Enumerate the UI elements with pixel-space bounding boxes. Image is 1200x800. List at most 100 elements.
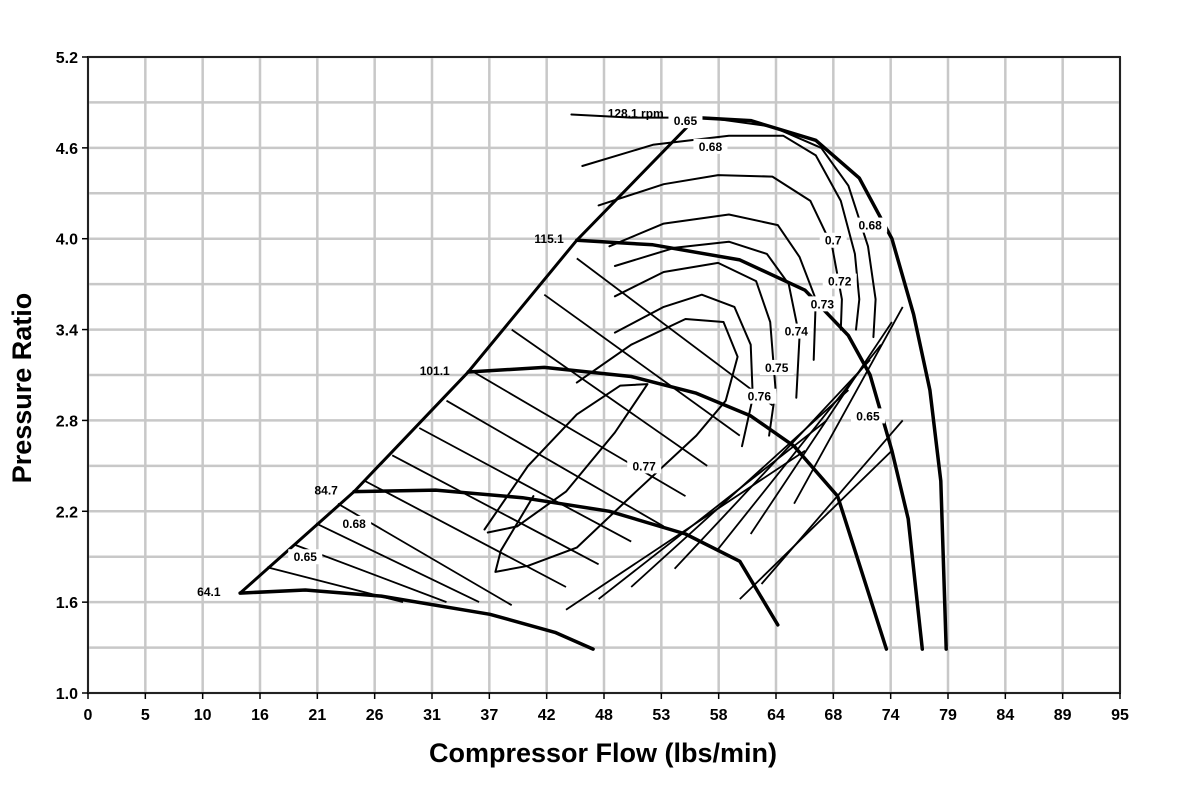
x-tick-label: 16 bbox=[251, 707, 269, 724]
x-tick-label: 95 bbox=[1111, 707, 1129, 724]
x-tick-label: 53 bbox=[652, 707, 670, 724]
speed-line-84.7 bbox=[352, 488, 780, 627]
efficiency-connector-line bbox=[598, 419, 828, 600]
x-tick-label: 89 bbox=[1054, 707, 1072, 724]
x-tick-label: 68 bbox=[824, 707, 842, 724]
speed-label-115.1: 115.1 bbox=[534, 232, 564, 246]
speed-lines bbox=[238, 115, 948, 651]
x-tick-label: 10 bbox=[194, 707, 212, 724]
efficiency-label-0.74: 0.74 bbox=[779, 323, 814, 339]
efficiency-connector-line bbox=[760, 419, 904, 585]
efficiency-label-0.65: 0.65 bbox=[668, 113, 703, 129]
efficiency-island-0.68 bbox=[581, 134, 861, 331]
efficiency-label-0.76-text: 0.76 bbox=[748, 390, 772, 404]
x-tick-label: 74 bbox=[882, 707, 900, 724]
efficiency-connector-line bbox=[739, 450, 893, 600]
efficiency-connector-line bbox=[315, 522, 480, 603]
x-axis-title: Compressor Flow (lbs/min) bbox=[429, 738, 777, 768]
y-tick-label: 1.6 bbox=[56, 595, 78, 612]
label-background bbox=[288, 549, 323, 565]
efficiency-label-surge-0.65-text: 0.65 bbox=[294, 550, 318, 564]
speed-label-101.1: 101.1 bbox=[420, 364, 450, 378]
efficiency-label-0.65-text: 0.65 bbox=[674, 114, 698, 128]
y-tick-labels: 1.0 1.6 2.2 2.8 3.4 4.0 4.6 5.2 bbox=[56, 50, 88, 703]
grid bbox=[86, 55, 1122, 695]
efficiency-island-0.75 bbox=[613, 293, 754, 448]
efficiency-connector-line bbox=[418, 427, 632, 543]
label-background bbox=[759, 359, 794, 375]
efficiency-label-0.73-text: 0.73 bbox=[811, 297, 835, 311]
efficiency-label-0.65: 0.65 bbox=[850, 408, 885, 424]
label-background bbox=[742, 388, 777, 404]
efficiency-connector-line bbox=[543, 293, 741, 437]
y-tick-label: 4.0 bbox=[56, 232, 78, 249]
efficiency-label-0.68: 0.68 bbox=[693, 138, 728, 154]
y-axis-title: Pressure Ratio bbox=[7, 293, 37, 484]
x-tick-label: 64 bbox=[767, 707, 785, 724]
x-tick-label: 58 bbox=[710, 707, 728, 724]
x-tick-label: 31 bbox=[423, 707, 441, 724]
y-tick-label: 2.8 bbox=[56, 413, 78, 430]
y-tick-label: 4.6 bbox=[56, 141, 78, 158]
label-background bbox=[337, 515, 372, 531]
x-tick-label: 48 bbox=[595, 707, 613, 724]
efficiency-label-0.76: 0.76 bbox=[742, 388, 777, 404]
efficiency-label-0.65-text: 0.65 bbox=[856, 409, 880, 423]
efficiency-connector-line bbox=[673, 359, 871, 570]
efficiency-connector-line bbox=[446, 399, 665, 528]
efficiency-label-0.75: 0.75 bbox=[759, 359, 794, 375]
label-background bbox=[805, 296, 840, 312]
x-tick-label: 84 bbox=[996, 707, 1014, 724]
label-background bbox=[822, 273, 857, 289]
efficiency-connector-line bbox=[576, 257, 773, 407]
speed-label-101.1-text: 101.1 bbox=[420, 364, 450, 378]
efficiency-label-0.7: 0.7 bbox=[819, 232, 847, 248]
efficiency-label-0.68: 0.68 bbox=[853, 217, 888, 233]
label-background bbox=[819, 232, 847, 248]
efficiency-label-surge-0.65: 0.65 bbox=[288, 549, 323, 565]
label-background bbox=[627, 458, 662, 474]
y-tick-label: 5.2 bbox=[56, 50, 78, 67]
efficiency-islands bbox=[266, 113, 904, 611]
efficiency-connector-line bbox=[391, 454, 600, 566]
efficiency-label-0.74-text: 0.74 bbox=[785, 325, 809, 339]
efficiency-island-0.7 bbox=[597, 174, 843, 331]
efficiency-label-0.68-text: 0.68 bbox=[699, 140, 723, 154]
speed-label-128.1-rpm-text: 128.1 rpm bbox=[608, 107, 664, 121]
y-tick-label: 1.0 bbox=[56, 686, 78, 703]
x-tick-label: 37 bbox=[480, 707, 498, 724]
label-background bbox=[693, 138, 728, 154]
efficiency-label-0.72-text: 0.72 bbox=[828, 275, 852, 289]
speed-label-84.7: 84.7 bbox=[314, 484, 338, 498]
label-background bbox=[850, 408, 885, 424]
x-tick-label: 42 bbox=[538, 707, 556, 724]
efficiency-label-0.68-text: 0.68 bbox=[858, 219, 882, 233]
efficiency-island-0.76 bbox=[494, 318, 739, 573]
x-tick-labels: 0 5 10 16 21 26 31 37 42 48 53 58 64 68 74 79 84 89 95 bbox=[84, 693, 1129, 724]
efficiency-island-0.65 bbox=[570, 113, 877, 339]
speed-label-115.1-text: 115.1 bbox=[534, 232, 564, 246]
speed-line-115.1 bbox=[575, 238, 925, 651]
x-tick-label: 5 bbox=[141, 707, 150, 724]
y-tick-label: 2.2 bbox=[56, 504, 78, 521]
efficiency-label-surge-0.68: 0.68 bbox=[337, 515, 372, 531]
label-background bbox=[668, 113, 703, 129]
efficiency-connector-line bbox=[793, 306, 904, 505]
y-tick-label: 3.4 bbox=[56, 323, 78, 340]
label-background bbox=[853, 217, 888, 233]
speed-line-128.1-rpm bbox=[694, 115, 948, 651]
efficiency-label-0.7-text: 0.7 bbox=[825, 234, 842, 248]
efficiency-connector-line bbox=[473, 371, 686, 497]
speed-label-84.7-text: 84.7 bbox=[314, 484, 338, 498]
speed-label-64.1-text: 64.1 bbox=[197, 585, 221, 599]
x-tick-label: 26 bbox=[366, 707, 384, 724]
speed-line-101.1 bbox=[466, 365, 889, 651]
efficiency-connector-line bbox=[511, 328, 708, 467]
x-tick-label: 79 bbox=[939, 707, 957, 724]
efficiency-connector-line bbox=[364, 480, 567, 588]
efficiency-label-0.77: 0.77 bbox=[627, 458, 662, 474]
x-tick-label: 21 bbox=[308, 707, 326, 724]
efficiency-label-0.73: 0.73 bbox=[805, 296, 840, 312]
